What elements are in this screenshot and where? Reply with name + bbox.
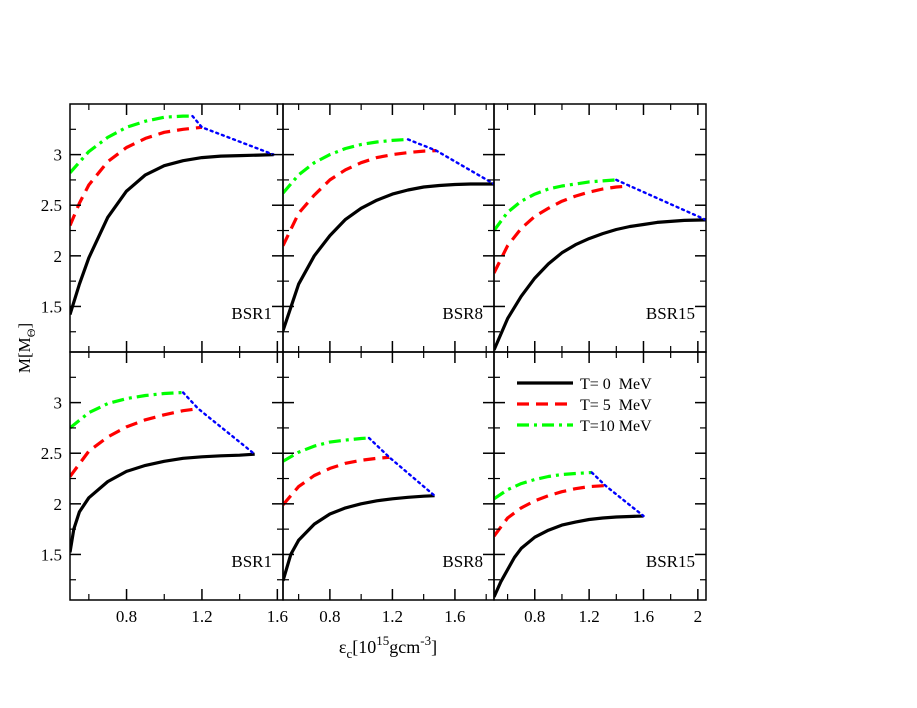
t10-curve — [494, 470, 592, 501]
panel-title: BSR15 — [646, 552, 695, 571]
t5-curve — [70, 407, 199, 478]
y-axis-label-close: ] — [15, 323, 34, 329]
panel-title: BSR1 — [231, 552, 272, 571]
t0-curve — [494, 218, 706, 351]
t5-curve — [70, 125, 203, 227]
series-group — [70, 390, 256, 553]
max-mass-line — [367, 436, 436, 497]
x-tick-label: 2 — [694, 607, 703, 626]
series-group — [494, 470, 645, 598]
panels: 1.5 2 2.5 3 BSR1 BSR8 BSR15 1.5 2 2.5 3 0.8 1.2 1.6 BS… — [41, 103, 707, 626]
panel-bsr8-top: BSR8 — [282, 103, 495, 353]
legend-label-t5: T= 5 MeV — [580, 397, 652, 414]
x-axis-label-sub: c — [346, 646, 352, 661]
x-tick-label: 1.2 — [191, 607, 212, 626]
t0-curve — [70, 153, 274, 315]
t10-curve — [283, 436, 370, 463]
panel-bsr15-bottom: 0.8 1.2 1.6 2 BSR15 — [493, 351, 707, 626]
t5-curve — [494, 484, 606, 538]
panel-title: BSR15 — [646, 304, 695, 323]
y-axis-label: M[MΘ] — [15, 323, 38, 373]
y-tick-label: 1.5 — [41, 545, 62, 564]
max-mass-line — [406, 138, 494, 186]
series-group — [283, 436, 436, 582]
x-tick-label: 1.2 — [579, 607, 600, 626]
t10-curve — [70, 114, 193, 174]
legend: T= 0 MeV T= 5 MeV T=10 MeV — [517, 376, 652, 435]
t10-curve — [494, 178, 617, 232]
t5-curve — [283, 455, 390, 506]
y-tick-label: 2 — [54, 495, 63, 514]
x-tick-label: 1.6 — [633, 607, 654, 626]
t0-curve — [70, 452, 255, 553]
x-tick-label: 1.6 — [444, 607, 465, 626]
panel-bsr8-bottom: 0.8 1.2 1.6 BSR8 — [282, 351, 495, 626]
legend-label-t0: T= 0 MeV — [580, 376, 652, 393]
x-axis-label-mid: [10 — [352, 637, 376, 657]
t0-curve — [283, 182, 494, 332]
y-tick-label: 2.5 — [41, 196, 62, 215]
panel-title: BSR8 — [442, 552, 483, 571]
series-group — [283, 137, 494, 332]
t10-curve — [283, 137, 409, 195]
x-axis-label: εc[1015gcm-3] — [339, 633, 437, 661]
panel-bsr1-bottom: 1.5 2 2.5 3 0.8 1.2 1.6 BSR1 — [41, 351, 288, 626]
panel-bsr15-top: BSR15 — [493, 103, 707, 353]
x-axis-label-unit: gcm — [389, 637, 420, 657]
y-tick-label: 3 — [54, 394, 63, 413]
legend-label-t10: T=10 MeV — [580, 418, 652, 435]
y-tick-label: 2.5 — [41, 444, 62, 463]
y-tick-label: 1.5 — [41, 297, 62, 316]
panel-bsr1-top: 1.5 2 2.5 3 BSR1 — [41, 103, 284, 353]
y-axis-label-sub: Θ — [24, 328, 38, 337]
series-group — [70, 114, 275, 315]
y-tick-label: 3 — [54, 146, 63, 165]
x-axis-label-sup: 15 — [376, 633, 389, 648]
max-mass-line — [181, 391, 256, 456]
x-tick-label: 1.2 — [382, 607, 403, 626]
x-axis-label-sup2: -3 — [420, 633, 431, 648]
t10-curve — [70, 390, 184, 430]
panel-frame — [493, 351, 707, 601]
panel-title: BSR1 — [231, 304, 272, 323]
x-tick-label: 0.8 — [524, 607, 545, 626]
x-tick-label: 0.8 — [319, 607, 340, 626]
t5-curve — [494, 184, 631, 274]
max-mass-line — [191, 114, 275, 156]
t5-curve — [283, 149, 437, 247]
x-tick-label: 1.6 — [267, 607, 288, 626]
max-mass-line — [615, 178, 706, 222]
panel-title: BSR8 — [442, 304, 483, 323]
x-axis-label-close: ] — [431, 637, 437, 657]
t0-curve — [494, 514, 644, 598]
y-tick-label: 2 — [54, 247, 63, 266]
series-group — [494, 178, 706, 351]
max-mass-line — [590, 471, 645, 518]
t0-curve — [283, 494, 435, 582]
x-tick-label: 0.8 — [116, 607, 137, 626]
